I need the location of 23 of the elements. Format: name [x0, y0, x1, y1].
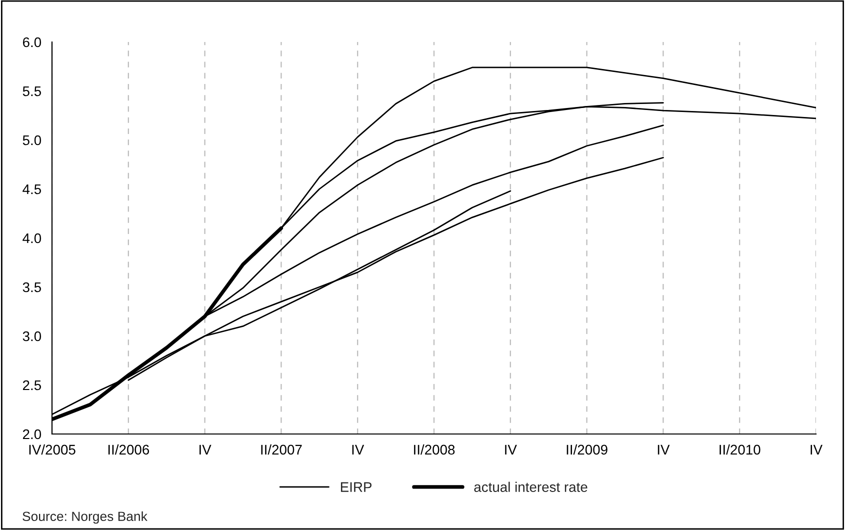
y-tick-label: 5.5 [22, 86, 42, 96]
x-tick-label: II/2006 [108, 444, 150, 455]
x-tick-label: IV [658, 444, 670, 454]
legend-label: EIRP [340, 482, 372, 492]
x-tick-label: II/2008 [414, 444, 455, 455]
y-tick-label: 5.0 [22, 135, 42, 146]
x-tick-label: IV [505, 444, 517, 454]
x-tick-label: II/2009 [566, 444, 608, 455]
x-tick-label: II/2007 [261, 444, 302, 455]
y-tick-label: 6.0 [22, 37, 42, 48]
y-tick-label: 3.5 [22, 282, 42, 292]
y-tick-label: 3.0 [22, 331, 42, 342]
x-tick-label: II/2010 [720, 444, 760, 455]
x-tick-label: IV [810, 444, 822, 454]
y-tick-label: 2.0 [22, 429, 42, 440]
x-tick-label: IV/2005 [29, 444, 76, 455]
y-tick-label: 2.5 [22, 380, 42, 390]
y-tick-label: 4.5 [22, 184, 42, 194]
y-tick-label: 4.0 [22, 233, 42, 244]
x-tick-label: IV [352, 444, 364, 454]
source-note: Source: Norges Bank [22, 511, 148, 524]
legend-label: actual interest rate [474, 482, 588, 492]
x-tick-label: IV [200, 444, 212, 454]
